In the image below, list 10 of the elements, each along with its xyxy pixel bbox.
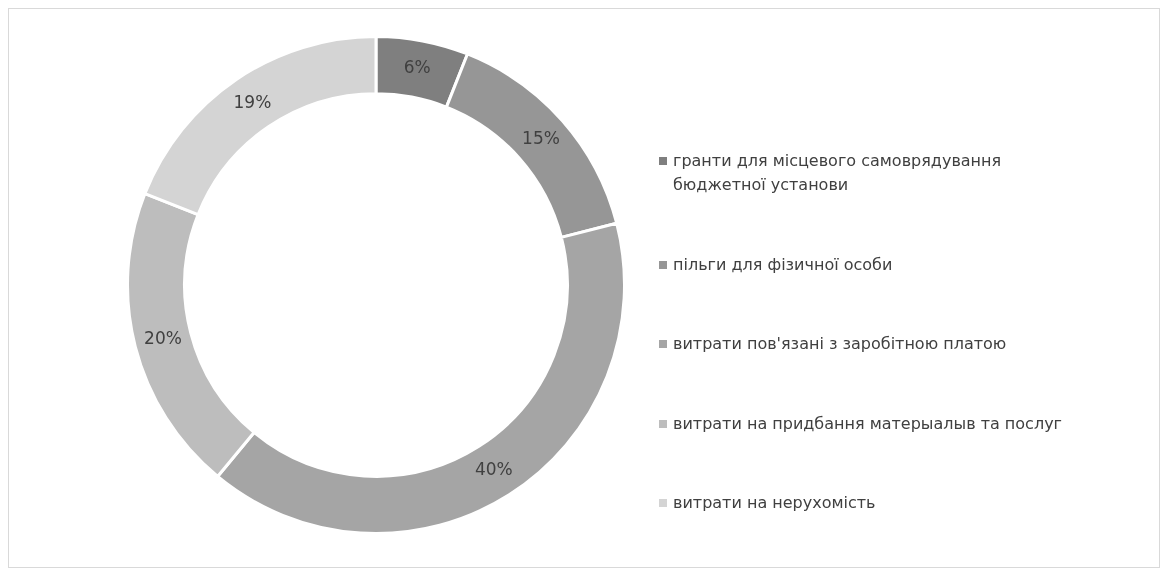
data-label: 20% <box>144 328 182 349</box>
data-label: 40% <box>474 459 513 480</box>
legend-label: витрати на придбання матерыалыв та послуг <box>673 412 1063 435</box>
legend-label: пільги для фізичної особи <box>673 253 893 276</box>
legend-label: витрати пов'язані з заробітною платою <box>673 333 1007 355</box>
legend-label: витрати на нерухомість <box>673 492 876 514</box>
data-label: 15% <box>522 127 560 148</box>
legend-label: гранти для місцевого самоврядування бюджетної установи <box>673 150 1003 196</box>
data-label: 19% <box>233 91 272 112</box>
data-label: 6% <box>403 57 431 78</box>
